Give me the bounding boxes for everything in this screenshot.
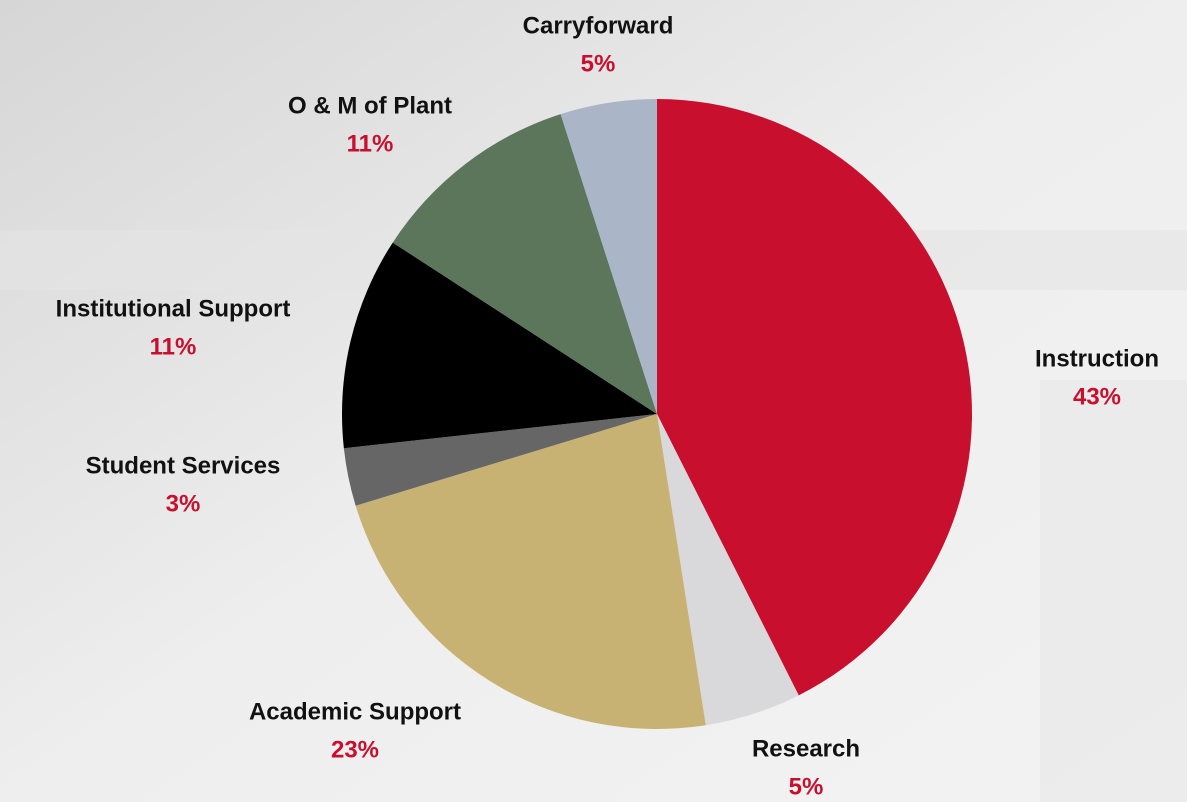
pie-slice <box>342 242 657 449</box>
pie-slice <box>560 99 657 414</box>
slice-label: Academic Support <box>249 698 461 725</box>
value-label: 23% <box>331 736 379 763</box>
value-label: 3% <box>166 490 201 517</box>
slice-label: Carryforward <box>523 12 674 39</box>
value-label: 5% <box>581 50 616 77</box>
value-label: 43% <box>1073 383 1121 410</box>
pie-slice <box>355 414 706 729</box>
slice-label: Research <box>752 735 860 762</box>
pie-slice <box>657 414 799 726</box>
pie-slice <box>392 114 657 414</box>
value-label: 11% <box>150 333 197 360</box>
pie-slice <box>657 99 972 696</box>
value-label: 11% <box>347 130 394 157</box>
background-building <box>1040 380 1187 802</box>
slice-label: O & M of Plant <box>288 92 452 119</box>
slice-label: Institutional Support <box>56 295 291 322</box>
slice-label: Instruction <box>1035 345 1159 372</box>
slice-label: Student Services <box>86 452 281 479</box>
value-label: 5% <box>789 773 824 800</box>
pie-slice <box>343 414 657 506</box>
